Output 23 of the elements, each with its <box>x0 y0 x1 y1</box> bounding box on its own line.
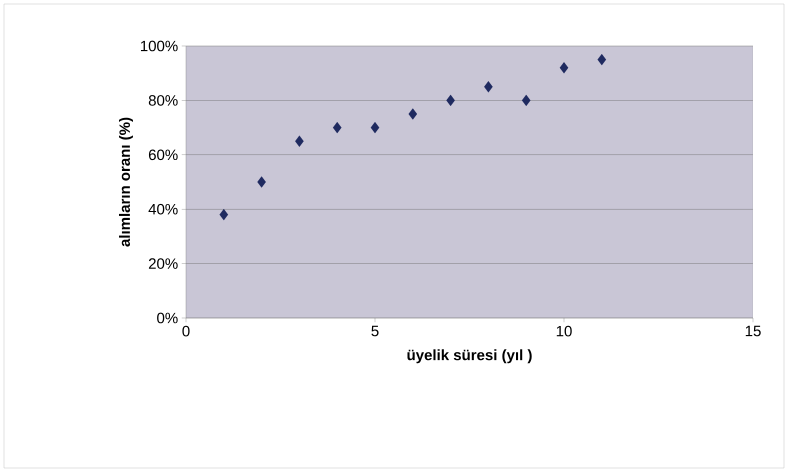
point <box>408 108 418 120</box>
point <box>219 208 228 220</box>
point <box>257 176 266 188</box>
point <box>484 81 493 92</box>
point <box>295 136 304 147</box>
point <box>370 122 380 134</box>
point <box>522 94 531 106</box>
y-tick-label: 40% <box>148 204 178 215</box>
x-tick-label: 5 <box>371 326 379 336</box>
point <box>560 62 568 74</box>
y-tick-label: 20% <box>148 258 178 269</box>
x-axis-title: üyelik süresi (yıl ) <box>407 349 532 364</box>
y-tick-label: 0% <box>157 312 178 324</box>
x-tick-label: 0 <box>182 326 190 336</box>
point <box>446 94 455 106</box>
x-tick-label: 15 <box>746 326 761 336</box>
y-axis-title: alımların oranı (%) <box>118 118 133 247</box>
point <box>332 122 342 134</box>
y-tick-label: 80% <box>148 95 178 106</box>
x-tick-label: 10 <box>556 326 572 336</box>
y-tick-label: 60% <box>148 149 178 160</box>
y-tick-label: 100% <box>140 40 178 52</box>
point <box>597 54 606 66</box>
